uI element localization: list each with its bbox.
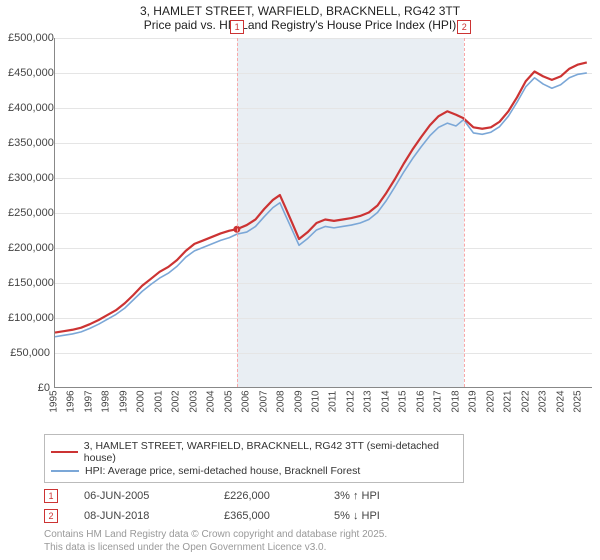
legend-label-2: HPI: Average price, semi-detached house,… <box>85 465 360 477</box>
x-axis-label: 2010 <box>311 390 322 412</box>
x-axis-label: 2016 <box>415 390 426 412</box>
marker-vline <box>237 38 238 387</box>
marker-2-delta: 5% ↓ HPI <box>334 510 380 522</box>
series-line-price_paid <box>55 62 587 332</box>
legend-swatch-1 <box>51 451 78 453</box>
footer-line-2: This data is licensed under the Open Gov… <box>44 542 592 555</box>
legend-label-1: 3, HAMLET STREET, WARFIELD, BRACKNELL, R… <box>84 440 457 464</box>
line-series-svg <box>55 38 592 387</box>
x-axis-label: 2023 <box>538 390 549 412</box>
x-axis-label: 2003 <box>188 390 199 412</box>
legend-row-series-2: HPI: Average price, semi-detached house,… <box>51 465 457 477</box>
marker-box-2: 2 <box>44 509 58 523</box>
y-axis-label: £50,000 <box>8 347 50 359</box>
marker-label-box: 1 <box>230 20 244 34</box>
x-axis-label: 2011 <box>328 391 339 413</box>
chart-area: 12 £0 £50,000 £100,000 £150,000 £200,000 £250… <box>8 38 592 408</box>
legend-row-series-1: 3, HAMLET STREET, WARFIELD, BRACKNELL, R… <box>51 440 457 464</box>
x-axis-label: 2000 <box>136 390 147 412</box>
y-axis-label: £150,000 <box>8 277 50 289</box>
y-axis-label: £100,000 <box>8 312 50 324</box>
marker-2-price: £365,000 <box>224 510 334 522</box>
marker-vline <box>464 38 465 387</box>
y-axis-label: £500,000 <box>8 32 50 44</box>
x-axis-label: 2007 <box>258 390 269 412</box>
x-axis-label: 2019 <box>468 390 479 412</box>
y-axis-label: £0 <box>8 382 50 394</box>
legend-swatch-2 <box>51 470 79 472</box>
chart-container: 3, HAMLET STREET, WARFIELD, BRACKNELL, R… <box>0 0 600 560</box>
x-axis-label: 2020 <box>485 390 496 412</box>
x-axis-label: 2022 <box>520 390 531 412</box>
x-axis-label: 2013 <box>363 390 374 412</box>
footer-attribution: Contains HM Land Registry data © Crown c… <box>44 529 592 554</box>
x-axis-label: 2021 <box>503 390 514 412</box>
marker-1-date: 06-JUN-2005 <box>84 490 224 502</box>
title-line-2: Price paid vs. HM Land Registry's House … <box>8 18 592 32</box>
marker-1-price: £226,000 <box>224 490 334 502</box>
plot-region: 12 <box>54 38 592 388</box>
x-axis-label: 2018 <box>450 390 461 412</box>
x-axis-label: 2014 <box>380 390 391 412</box>
x-axis-label: 2015 <box>398 390 409 412</box>
x-axis-label: 1996 <box>66 390 77 412</box>
x-axis-label: 1998 <box>101 390 112 412</box>
y-axis-label: £300,000 <box>8 172 50 184</box>
x-axis-label: 2005 <box>223 390 234 412</box>
marker-label-box: 2 <box>457 20 471 34</box>
x-axis-label: 2008 <box>276 390 287 412</box>
title-block: 3, HAMLET STREET, WARFIELD, BRACKNELL, R… <box>8 4 592 32</box>
footer-line-1: Contains HM Land Registry data © Crown c… <box>44 529 592 542</box>
marker-box-1: 1 <box>44 489 58 503</box>
legend-box: 3, HAMLET STREET, WARFIELD, BRACKNELL, R… <box>44 434 464 483</box>
x-axis-label: 2002 <box>171 390 182 412</box>
marker-row-2: 2 08-JUN-2018 £365,000 5% ↓ HPI <box>44 509 592 523</box>
x-axis-label: 2009 <box>293 390 304 412</box>
x-axis-label: 2012 <box>345 390 356 412</box>
x-axis-label: 2001 <box>153 390 164 412</box>
x-axis-label: 2017 <box>433 390 444 412</box>
marker-2-date: 08-JUN-2018 <box>84 510 224 522</box>
marker-1-delta: 3% ↑ HPI <box>334 490 380 502</box>
y-axis-label: £200,000 <box>8 242 50 254</box>
y-axis-label: £450,000 <box>8 67 50 79</box>
y-axis-label: £400,000 <box>8 102 50 114</box>
y-axis-label: £250,000 <box>8 207 50 219</box>
title-line-1: 3, HAMLET STREET, WARFIELD, BRACKNELL, R… <box>8 4 592 18</box>
y-axis-label: £350,000 <box>8 137 50 149</box>
x-axis-label: 2004 <box>206 390 217 412</box>
x-axis-label: 1995 <box>49 390 60 412</box>
x-axis-label: 2006 <box>241 390 252 412</box>
x-axis-label: 2025 <box>573 390 584 412</box>
marker-data-rows: 1 06-JUN-2005 £226,000 3% ↑ HPI 2 08-JUN… <box>44 489 592 523</box>
x-axis-label: 2024 <box>555 390 566 412</box>
marker-row-1: 1 06-JUN-2005 £226,000 3% ↑ HPI <box>44 489 592 503</box>
x-axis-label: 1997 <box>83 390 94 412</box>
x-axis-label: 1999 <box>118 390 129 412</box>
